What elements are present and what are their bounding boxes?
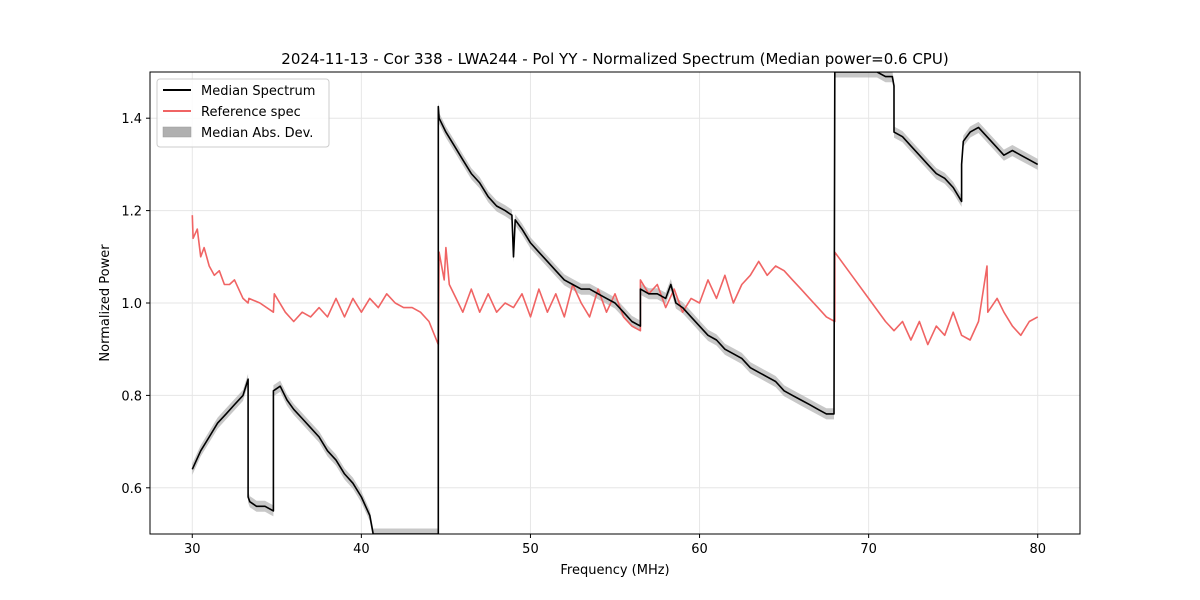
legend: Median Spectrum Reference spec Median Ab… (156, 78, 330, 148)
y-tick-label: 1.0 (121, 297, 142, 312)
y-tick-label: 0.6 (121, 482, 142, 497)
plot-area: 30 40 50 60 70 80 0.6 0.8 1.0 1.2 1.4 (121, 71, 1081, 557)
y-tick-label: 1.2 (121, 205, 142, 220)
series-layer (191, 72, 1039, 534)
x-tick-label: 50 (522, 542, 539, 557)
legend-label-mad: Median Abs. Dev. (201, 126, 313, 141)
median-spectrum-line (191, 72, 1039, 534)
legend-label-median: Median Spectrum (201, 84, 315, 99)
x-tick-label: 30 (184, 542, 201, 557)
y-axis-ticks: 0.6 0.8 1.0 1.2 1.4 (121, 112, 150, 497)
x-axis-label: Frequency (MHz) (560, 563, 669, 578)
y-tick-label: 1.4 (121, 112, 142, 127)
chart-title: 2024-11-13 - Cor 338 - LWA244 - Pol YY -… (281, 50, 948, 68)
legend-label-reference: Reference spec (201, 105, 301, 120)
y-tick-label: 0.8 (121, 389, 142, 404)
x-axis-ticks: 30 40 50 60 70 80 (184, 534, 1046, 557)
x-tick-label: 60 (691, 542, 708, 557)
x-tick-label: 40 (353, 542, 370, 557)
legend-swatch-mad (162, 126, 192, 138)
y-axis-label: Normalized Power (98, 244, 113, 362)
x-tick-label: 70 (860, 542, 877, 557)
reference-spec-line (191, 215, 1039, 346)
legend-box (156, 78, 330, 148)
grid-lines (150, 72, 1080, 534)
x-tick-label: 80 (1029, 542, 1046, 557)
